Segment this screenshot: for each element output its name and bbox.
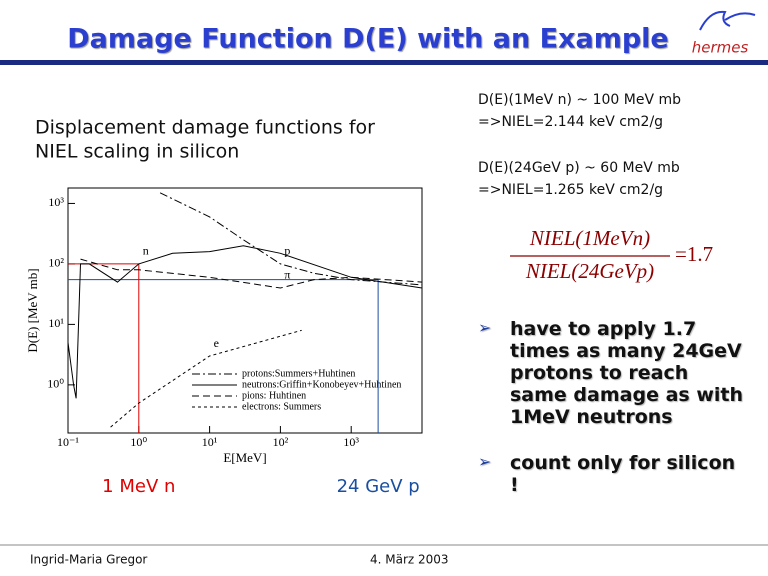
bullet-text: count only for silicon ! xyxy=(510,452,736,496)
formula-result: =1.7 xyxy=(675,242,713,266)
y-axis-label: D(E) [MeV mb] xyxy=(25,268,40,352)
x-tick-label: 10² xyxy=(273,435,289,449)
reference-label: 1 MeV n xyxy=(102,476,175,497)
x-tick-label: 10¹ xyxy=(202,435,218,449)
note: =>NIEL=1.265 keV cm2/g xyxy=(478,182,663,198)
reference-line xyxy=(68,279,379,433)
y-tick-label: 10⁰ xyxy=(47,377,64,391)
curve-tag: n xyxy=(143,244,149,258)
series-line xyxy=(159,192,423,286)
reference-line xyxy=(68,263,140,433)
bullet-text: have to apply 1.7 times as many 24GeV pr… xyxy=(510,318,743,428)
reference-label: 24 GeV p xyxy=(337,476,420,497)
legend-label: electrons: Summers xyxy=(242,401,321,412)
heading: Displacement damage functions for xyxy=(35,117,375,139)
chart: 10⁻¹ 10⁰ 10¹ 10² 10³ 10⁰ 10¹ 10² 10³ E[MeV] D(E) [… xyxy=(25,187,423,497)
footer-date: 4. März 2003 xyxy=(370,553,449,567)
formula-numerator: NIEL(1MeVn) xyxy=(529,226,650,250)
legend-label: protons:Summers+Huhtinen xyxy=(242,368,355,379)
y-tick-label: 10³ xyxy=(48,195,64,209)
formula-denominator: NIEL(24GeVp) xyxy=(525,259,654,283)
curve-tag: e xyxy=(214,336,219,350)
x-axis-label: E[MeV] xyxy=(223,450,266,465)
x-tick-label: 10⁻¹ xyxy=(57,435,79,449)
series-line xyxy=(67,245,423,399)
note: D(E)(24GeV p) ~ 60 MeV mb xyxy=(478,160,680,176)
legend-label: pions: Huhtinen xyxy=(242,390,306,401)
note: =>NIEL=2.144 keV cm2/g xyxy=(478,114,663,130)
x-tick-label: 10⁰ xyxy=(130,435,147,449)
y-tick-label: 10² xyxy=(48,256,64,270)
curve-tag: p xyxy=(284,244,290,258)
series-line xyxy=(80,258,423,289)
series-line xyxy=(110,329,302,428)
bullet: ➢ count only for silicon ! xyxy=(478,452,748,496)
x-tick-label: 10³ xyxy=(343,435,359,449)
y-tick-label: 10¹ xyxy=(48,316,64,330)
slide-title: Damage Function D(E) with an Example xyxy=(67,24,669,55)
legend-label: neutrons:Griffin+Konobeyev+Huhtinen xyxy=(242,379,401,390)
plot-frame xyxy=(67,187,423,434)
bullet: ➢ have to apply 1.7 times as many 24GeV p… xyxy=(478,318,748,428)
curve-tag: π xyxy=(284,268,290,282)
logo: hermes xyxy=(692,39,749,57)
footer-author: Ingrid-Maria Gregor xyxy=(30,553,147,567)
title-bar xyxy=(0,60,768,65)
logo-bird xyxy=(699,10,756,31)
heading: NIEL scaling in silicon xyxy=(35,141,239,163)
note: D(E)(1MeV n) ~ 100 MeV mb xyxy=(478,92,681,108)
